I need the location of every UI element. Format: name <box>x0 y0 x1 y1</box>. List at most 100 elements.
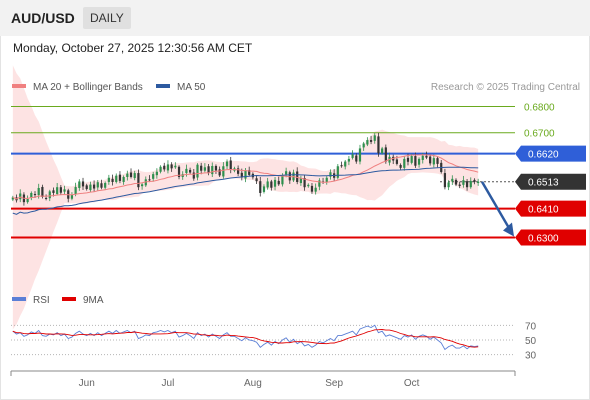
rsi-legend-label-1: 9MA <box>83 295 104 306</box>
candle <box>344 161 347 167</box>
x-axis: Jun Jul Aug Sep Oct <box>10 370 516 389</box>
candle <box>410 156 413 163</box>
candle <box>454 179 458 185</box>
candle <box>296 171 299 182</box>
candle <box>225 161 229 167</box>
level-label-1: 0.6700 <box>524 129 555 140</box>
candle <box>170 164 173 169</box>
candle <box>140 184 144 187</box>
candle <box>92 184 96 189</box>
candle <box>211 165 214 175</box>
projection-arrow <box>480 181 514 237</box>
candle <box>207 166 210 174</box>
candle <box>33 194 37 196</box>
candle <box>436 158 439 164</box>
rsi-tick-label-1: 50 <box>525 336 537 347</box>
candle <box>325 177 328 183</box>
main-legend: MA 20 + Bollinger Bands MA 50 <box>12 82 206 93</box>
candle <box>78 181 81 188</box>
candle <box>469 180 472 188</box>
legend-label-0: MA 20 + Bollinger Bands <box>33 82 143 93</box>
rsi-line <box>12 324 479 351</box>
candle <box>358 148 362 162</box>
candle <box>89 184 92 191</box>
candle <box>369 140 373 142</box>
candle <box>19 193 22 200</box>
level-label-4: 0.6300 <box>528 233 559 244</box>
level-tag-3 <box>515 200 586 217</box>
ma20-line <box>12 154 479 200</box>
candle <box>244 170 247 179</box>
candle <box>218 169 221 176</box>
copyright-label: Research © 2025 Trading Central <box>431 82 580 93</box>
candle <box>314 187 317 192</box>
level-label-2: 0.6620 <box>528 150 559 161</box>
candle <box>174 165 177 168</box>
candle <box>347 158 351 162</box>
candle <box>285 171 288 175</box>
candle <box>155 171 158 176</box>
level-label-3: 0.6410 <box>528 205 559 216</box>
candle <box>41 186 44 197</box>
candle <box>104 183 107 188</box>
candle <box>122 176 125 182</box>
candle <box>248 170 251 175</box>
candle <box>266 181 269 188</box>
level-label-0: 0.6800 <box>524 103 555 114</box>
candle <box>63 189 66 192</box>
candle <box>11 197 14 200</box>
candle <box>277 180 280 185</box>
candle <box>166 164 170 171</box>
candle <box>185 168 188 174</box>
candle <box>299 178 303 184</box>
candle <box>384 147 387 162</box>
candle <box>429 156 432 164</box>
candle <box>52 190 55 193</box>
candle <box>307 184 310 187</box>
candle <box>126 173 129 177</box>
candle <box>200 165 203 171</box>
rsi-ma-line <box>12 329 479 348</box>
candle <box>262 186 266 192</box>
candle <box>281 175 284 185</box>
price-levels: 0.6800 0.6700 0.6620 0.6410 0.6300 <box>11 103 586 246</box>
candle <box>421 155 424 160</box>
x-tick-label-jul: Jul <box>162 378 175 389</box>
candle <box>115 175 118 182</box>
candle <box>159 166 162 172</box>
rsi-legend: RSI 9MA <box>12 295 104 306</box>
candle <box>229 160 232 170</box>
candle <box>336 166 339 178</box>
candle <box>96 182 99 188</box>
candle <box>152 174 155 179</box>
candle <box>366 140 369 145</box>
rsi-tick-label-2: 30 <box>525 351 537 362</box>
candle <box>414 156 417 166</box>
candle <box>406 157 410 162</box>
candle <box>270 181 273 188</box>
projection-arrow-head <box>503 222 514 237</box>
current-price-label: 0.6513 <box>528 178 559 189</box>
candle <box>37 187 40 196</box>
candle <box>107 177 110 182</box>
x-tick-label-sep: Sep <box>325 378 343 389</box>
candle <box>129 172 133 177</box>
candle <box>477 181 480 184</box>
candle <box>111 178 114 182</box>
candle <box>240 172 243 178</box>
candle <box>56 187 59 195</box>
rsi-legend-label-0: RSI <box>33 295 50 306</box>
candle <box>451 178 454 182</box>
candle <box>329 172 332 177</box>
timeframe-badge[interactable]: DAILY <box>83 7 131 29</box>
chart-header: AUD/USD DAILY <box>0 0 590 36</box>
candle <box>465 181 469 188</box>
candle <box>81 181 85 187</box>
symbol-label: AUD/USD <box>11 10 75 26</box>
candle <box>373 135 376 141</box>
candle <box>259 181 262 193</box>
candle <box>133 173 136 179</box>
candle <box>148 179 151 181</box>
legend-label-1: MA 50 <box>177 82 206 93</box>
